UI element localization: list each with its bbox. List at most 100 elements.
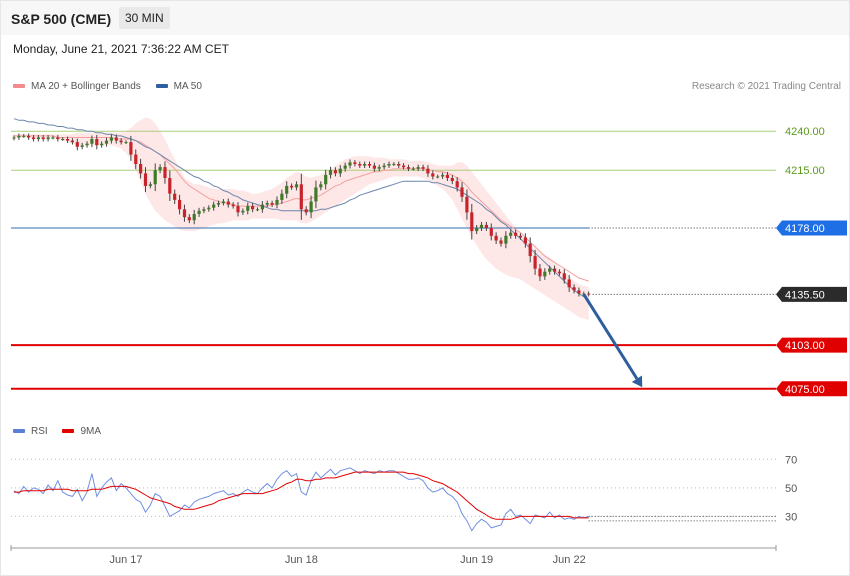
candle-body [543,271,547,277]
candle-body [100,143,104,146]
level-badge-3 [776,286,847,302]
candle-body [265,203,269,205]
legend-label-ma20: MA 20 + Bollinger Bands [31,81,141,92]
candle-body [367,164,372,166]
candle-body [567,279,571,288]
candle-body [163,167,167,178]
candle-body [533,256,537,269]
candle-body [80,145,84,147]
candle-body [192,214,196,221]
candle-body [70,140,74,143]
legend-item-ma20: MA 20 + Bollinger Bands [13,81,141,92]
candle-body [134,154,138,164]
candle-body [22,135,26,137]
candle-body [66,139,70,141]
x-tick-label-2: Jun 19 [460,554,493,566]
legend-swatch-ma50 [155,84,168,89]
candle-body [251,206,255,210]
candle-body [27,135,31,138]
level-label-4135-50: 4135.50 [785,289,825,301]
candle-body [139,164,143,174]
candle-body [95,139,99,146]
legend-label-ma50: MA 50 [173,81,202,92]
legend-swatch-rsi [13,429,25,434]
candle-body [333,170,337,174]
candle-body [241,210,245,213]
candle-body [343,165,347,169]
candle-body [557,271,561,274]
level-label-4215-00: 4215.00 [785,165,825,177]
candle-body [212,204,216,208]
candle-body [587,293,591,295]
candle-body [221,201,225,204]
candle-body [246,206,250,211]
candle-body [406,167,411,169]
candle-body [168,178,172,194]
candle-body [572,287,576,291]
candle-body [114,137,118,141]
legend-label-rsi: RSI [31,426,48,437]
candle-body [328,170,333,175]
legend-swatch-ma20 [13,84,25,89]
candle-body [314,187,318,202]
candle-body [231,204,235,207]
candle-body [148,184,152,186]
candle-body [290,185,294,188]
candle-body [285,185,289,194]
rsi-ref-label-30: 30 [785,511,797,523]
candle-body [484,224,488,228]
candle-body [173,193,177,200]
rsi-ref-label-50: 50 [785,483,797,495]
candle-body [562,273,566,280]
candle-body [509,232,513,236]
candle-body [577,290,581,294]
candle-body [158,167,162,171]
candle-body [445,174,449,178]
candle-body [455,181,459,188]
candle-body [153,170,157,185]
candle-body [299,184,303,210]
candle-body [392,164,396,165]
candle-body [226,201,230,205]
rsi-line [13,467,589,532]
candle-body [236,206,240,213]
candle-body [528,243,532,257]
candle-body [85,143,89,146]
candle-body [178,199,182,210]
candle-body [46,137,50,140]
candle-body [187,217,191,221]
candle-body [431,173,435,177]
x-tick-label-3: Jun 22 [553,554,586,566]
candle-body [358,164,362,166]
candle-body [363,164,367,166]
candle-body [426,168,430,174]
candle-body [12,137,16,139]
candle-body [260,204,264,210]
candle-body [207,207,211,210]
legend-item-9ma: 9MA [62,426,101,437]
candle-body [75,142,79,147]
candle-body [31,137,36,140]
candle-body [90,139,94,144]
candle-body [411,168,415,170]
legend-item-rsi: RSI [13,426,48,437]
rsi-ma9-line [14,471,589,520]
rsi-legend: RSI 9MA [13,426,113,437]
candle-body [548,268,552,272]
candle-body [518,235,523,238]
candle-body [270,203,274,205]
x-tick-label-0: Jun 17 [109,554,142,566]
candle-body [353,162,357,164]
datetime-label: Monday, June 21, 2021 7:36:22 AM CET [13,42,229,56]
timeframe-badge[interactable]: 30 MIN [119,7,170,29]
forecast-arrow-shaft [582,293,639,380]
candle-body [197,210,201,214]
main-legend: MA 20 + Bollinger Bands MA 50 [13,81,214,92]
forecast-arrow-head [631,375,643,388]
candle-body [489,228,493,236]
candle-body [499,240,503,244]
candle-body [124,142,128,144]
candle-body [465,196,469,213]
level-label-4075-00: 4075.00 [785,384,825,396]
